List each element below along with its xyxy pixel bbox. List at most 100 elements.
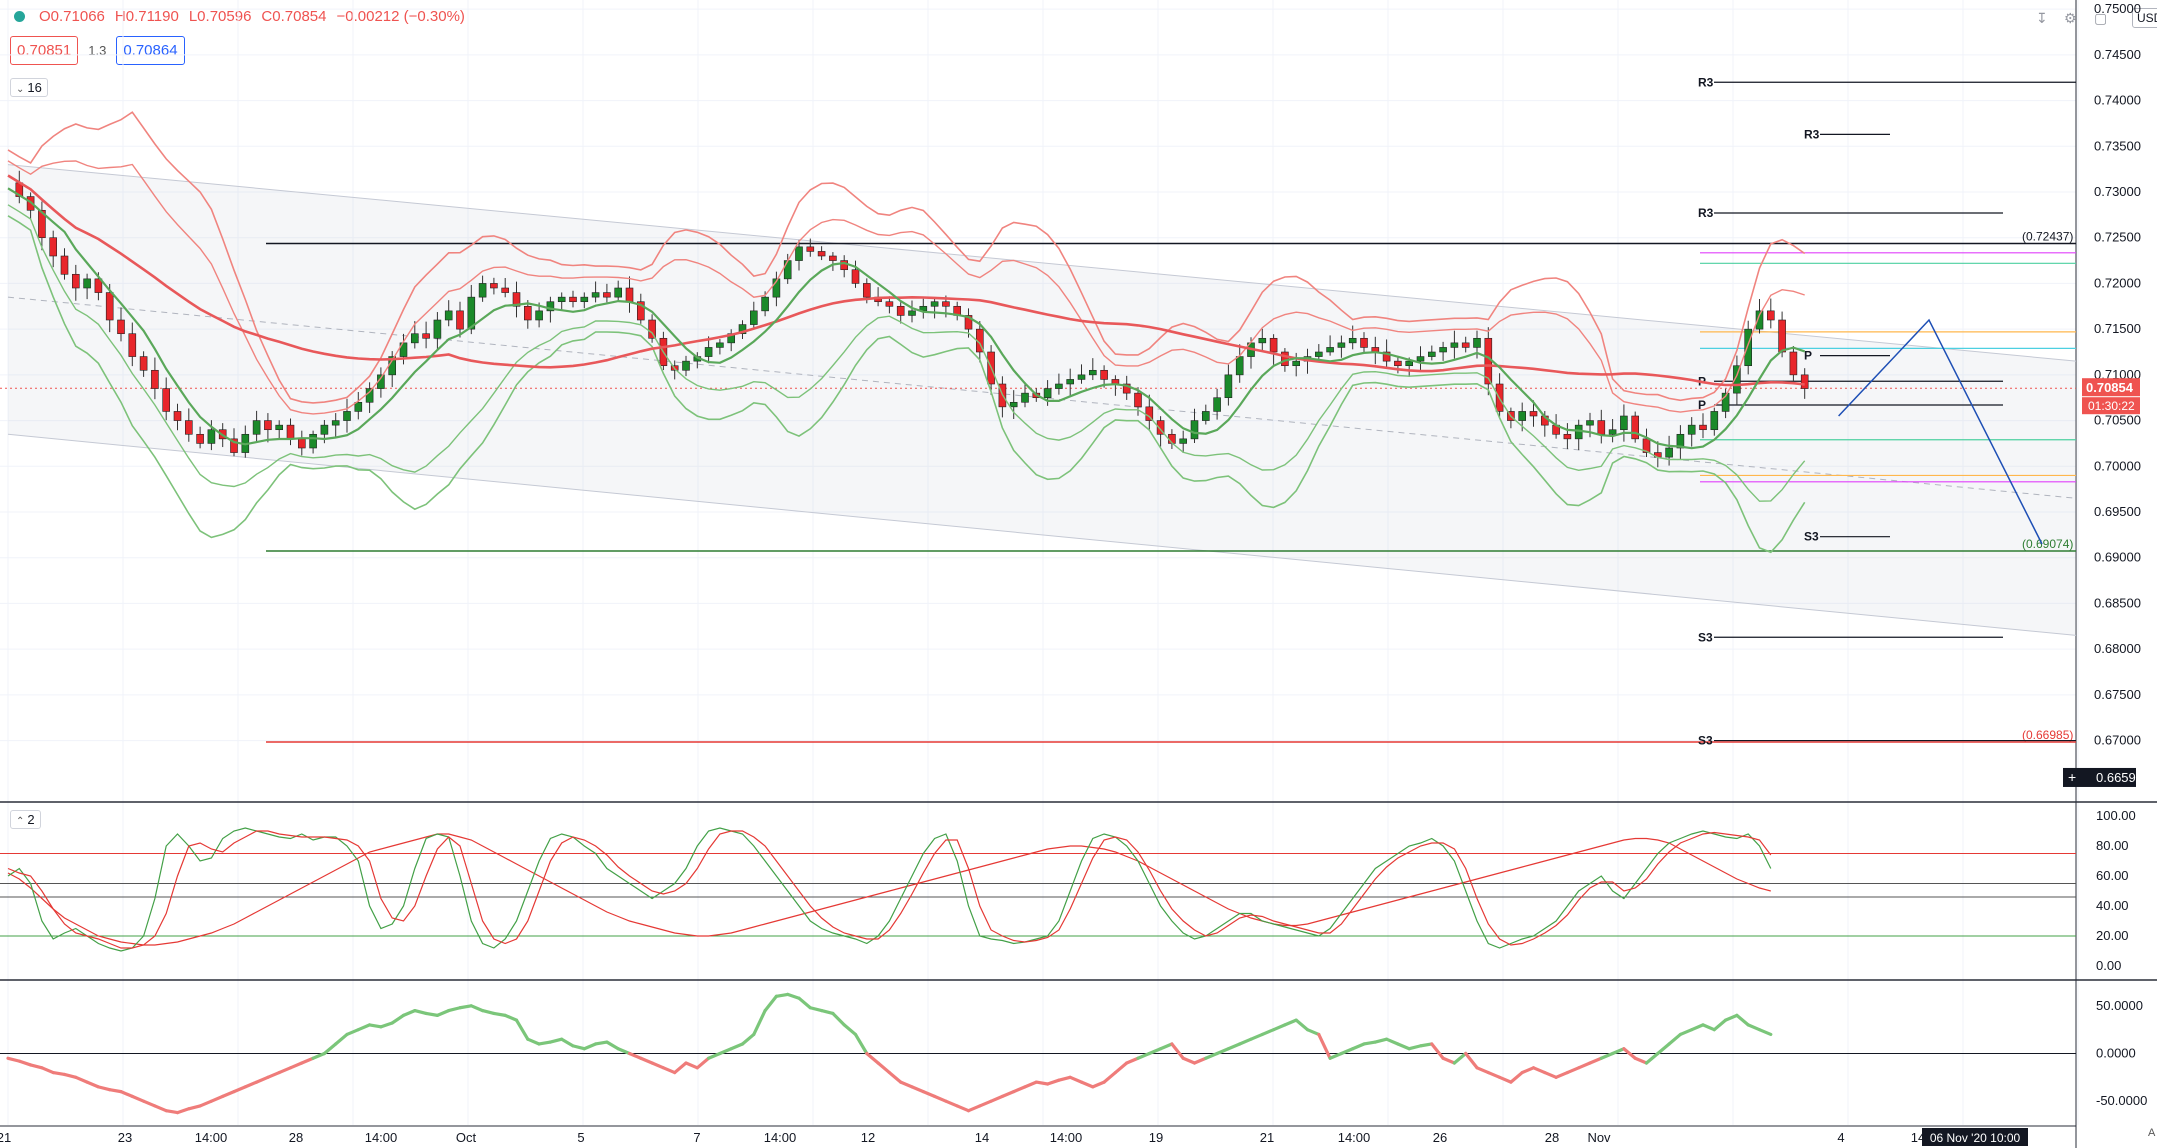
price-tick-label: 0.69500 bbox=[2094, 504, 2141, 519]
sell-button[interactable]: 0.70851 bbox=[10, 36, 79, 65]
time-tick-label: 21 bbox=[0, 1130, 11, 1145]
candle-up bbox=[275, 424, 284, 431]
countdown-label: 01:30:22 bbox=[2088, 399, 2135, 413]
candle-up bbox=[444, 310, 453, 321]
scroll-down-icon[interactable]: ↧ bbox=[2036, 10, 2048, 26]
momentum-segment bbox=[153, 1104, 168, 1113]
level-label-fib_bottom: (0.69074) bbox=[2022, 537, 2073, 551]
candle-down bbox=[456, 310, 464, 330]
bollinger-upper-inner bbox=[7, 160, 1805, 415]
momentum-segment bbox=[1701, 1023, 1716, 1032]
momentum-segment bbox=[978, 1099, 993, 1108]
candle-up bbox=[1202, 411, 1210, 421]
momentum-segment bbox=[989, 1094, 1005, 1103]
candle-up bbox=[207, 429, 216, 444]
time-tick-label: 28 bbox=[289, 1130, 303, 1145]
time-tick-label: 12 bbox=[861, 1130, 875, 1145]
maximize-icon[interactable]: ▢ bbox=[2094, 10, 2108, 26]
momentum-segment bbox=[1690, 1023, 1705, 1032]
time-tick-label: 14:00 bbox=[1050, 1130, 1083, 1145]
candle-up bbox=[433, 319, 442, 339]
candle-down bbox=[636, 301, 645, 321]
momentum-segment bbox=[1339, 1047, 1355, 1056]
momentum-tick-label: 0.0000 bbox=[2096, 1046, 2136, 1061]
momentum-segment bbox=[1667, 1032, 1683, 1046]
momentum-segment bbox=[1452, 1051, 1468, 1065]
candle-down bbox=[151, 369, 159, 389]
bollinger-lower-inner bbox=[7, 204, 1806, 502]
momentum-segment bbox=[899, 1080, 914, 1089]
momentum-segment bbox=[582, 1042, 598, 1051]
momentum-segment bbox=[740, 1032, 756, 1046]
stoch-d-line bbox=[7, 830, 1772, 949]
candle-up bbox=[1518, 411, 1526, 421]
momentum-segment bbox=[142, 1099, 157, 1108]
momentum-segment bbox=[1192, 1056, 1208, 1065]
settings-icon[interactable]: ⚙ bbox=[2064, 10, 2077, 26]
momentum-segment bbox=[966, 1104, 982, 1113]
momentum-segment bbox=[1644, 1051, 1660, 1065]
candle-down bbox=[625, 287, 634, 303]
momentum-segment bbox=[1158, 1042, 1174, 1051]
candle-up bbox=[1676, 433, 1685, 449]
momentum-segment bbox=[673, 1061, 688, 1075]
pivot-label: R3 bbox=[1698, 75, 1714, 89]
momentum-segment bbox=[458, 1004, 473, 1010]
momentum-segment bbox=[774, 992, 790, 998]
candle-up bbox=[795, 246, 803, 261]
momentum-segment bbox=[661, 1066, 677, 1075]
momentum-segment bbox=[1283, 1018, 1298, 1027]
price-tick-label: 0.75000 bbox=[2094, 1, 2141, 16]
momentum-segment bbox=[876, 1061, 892, 1075]
momentum-segment bbox=[616, 1047, 632, 1056]
momentum-segment bbox=[1068, 1075, 1084, 1084]
candle-up bbox=[1326, 347, 1334, 353]
candle-up bbox=[1608, 429, 1617, 435]
momentum-segment bbox=[526, 1037, 541, 1046]
momentum-segment bbox=[187, 1104, 202, 1111]
bollinger-upper-outer bbox=[7, 111, 1806, 404]
momentum-segment bbox=[718, 1047, 733, 1056]
time-tick-label: 14:00 bbox=[764, 1130, 797, 1145]
indicator-legend-toggle[interactable]: ⌄ 16 bbox=[10, 78, 48, 97]
crosshair-time-label: 06 Nov '20 10:00 bbox=[1930, 1131, 2021, 1145]
candle-down bbox=[128, 333, 137, 357]
momentum-segment bbox=[684, 1061, 699, 1070]
candle-up bbox=[1213, 397, 1221, 412]
candle-up bbox=[1428, 351, 1436, 357]
momentum-segment bbox=[62, 1072, 78, 1079]
candle-down bbox=[1122, 383, 1131, 394]
price-tick-label: 0.71500 bbox=[2094, 321, 2141, 336]
candle-down bbox=[185, 420, 193, 435]
stoch-legend-toggle[interactable]: ⌃ 2 bbox=[10, 810, 41, 829]
candle-up bbox=[1665, 447, 1673, 458]
candle-up bbox=[535, 310, 543, 321]
stoch-indicator-count: 2 bbox=[27, 812, 35, 827]
candle-up bbox=[1405, 360, 1413, 367]
time-tick-label: 26 bbox=[1433, 1130, 1447, 1145]
momentum-segment bbox=[1147, 1047, 1163, 1056]
momentum-segment bbox=[1079, 1080, 1095, 1089]
spread-value: 1.3 bbox=[88, 43, 107, 58]
auto-scale-button[interactable]: A bbox=[2148, 1127, 2156, 1139]
candle-down bbox=[896, 305, 905, 316]
candle-down bbox=[1269, 337, 1278, 353]
time-tick-label: 5 bbox=[577, 1130, 584, 1145]
momentum-segment bbox=[1113, 1061, 1129, 1075]
price-tick-label: 0.70500 bbox=[2094, 413, 2141, 428]
candle-down bbox=[38, 209, 46, 239]
momentum-segment bbox=[853, 1032, 869, 1056]
momentum-segment bbox=[1588, 1056, 1603, 1065]
moving-average-green bbox=[7, 187, 1806, 450]
candle-up bbox=[1077, 374, 1086, 380]
momentum-segment bbox=[763, 994, 779, 1013]
momentum-segment bbox=[831, 1011, 846, 1027]
currency-label[interactable]: USD bbox=[2132, 8, 2157, 28]
candle-up bbox=[761, 296, 769, 312]
momentum-segment bbox=[413, 1008, 428, 1016]
candle-up bbox=[614, 287, 623, 298]
momentum-segment bbox=[1633, 1056, 1649, 1065]
price-tick-label: 0.73500 bbox=[2094, 138, 2141, 153]
candle-up bbox=[738, 324, 747, 335]
